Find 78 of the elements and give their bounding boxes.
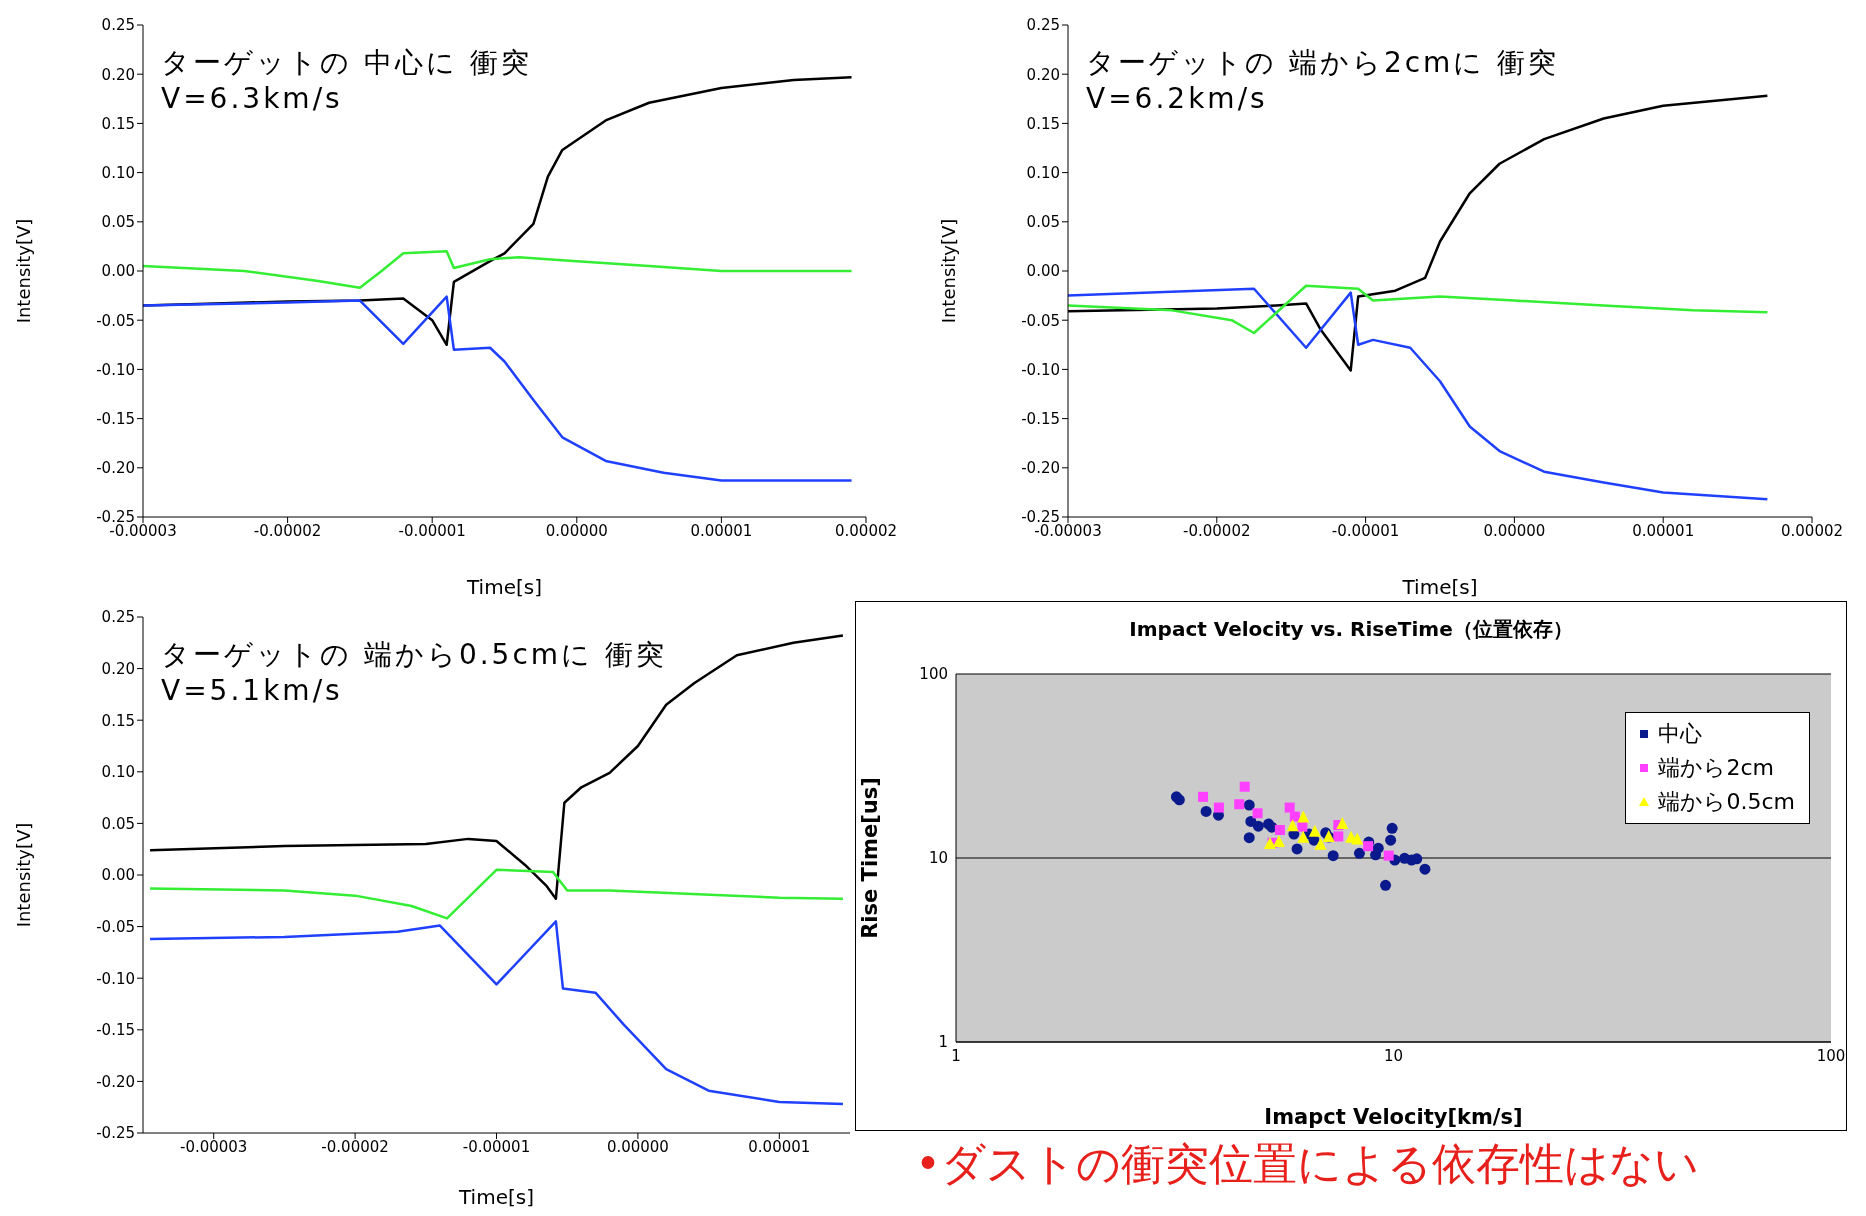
x-tick-label: 0.00002 — [1780, 521, 1844, 540]
x-tick-label: -0.00002 — [1183, 521, 1251, 540]
x-tick-label: 0.00001 — [1632, 521, 1695, 540]
y-tick-label: -0.05 — [1021, 311, 1060, 330]
y-tick-label: 0.15 — [101, 711, 135, 730]
x-axis-title: Time[s] — [1401, 575, 1478, 599]
y-tick-label: 0.10 — [1026, 163, 1060, 182]
y-tick-label: 0.20 — [101, 659, 135, 678]
y-tick-label: -0.05 — [96, 917, 135, 936]
annotation: V=5.1km/s — [161, 673, 344, 709]
y-tick-label: -0.10 — [96, 360, 135, 379]
y-axis-title: Rise Time[us] — [858, 777, 883, 939]
x-tick-label: -0.00001 — [398, 521, 466, 540]
x-axis-title: Time[s] — [458, 1185, 534, 1209]
chart-title: Impact Velocity vs. RiseTime（位置依存） — [1128, 616, 1574, 643]
y-tick-label: 0.05 — [101, 213, 135, 232]
y-tick-label: -0.15 — [96, 409, 135, 428]
x-tick-label: 0.00000 — [606, 1137, 669, 1156]
text: •ダストの衝突位置による依存性はない — [914, 1137, 1700, 1191]
annotation: V=6.3km/s — [161, 81, 344, 117]
x-tick-label: -0.00001 — [1331, 521, 1400, 540]
y-tick-label: 0.05 — [1026, 213, 1060, 232]
y-tick-label: 0.20 — [101, 65, 135, 84]
x-tick-label: 0.00000 — [1483, 521, 1546, 540]
x-tick-label: 0.00000 — [545, 521, 608, 540]
x-tick-label: -0.00003 — [179, 1137, 248, 1156]
y-tick-label: 0.00 — [101, 866, 135, 885]
line-series — [148, 868, 845, 920]
x-tick-label: 100 — [1816, 1046, 1846, 1065]
y-tick-label: 0.25 — [1026, 16, 1060, 35]
x-axis-title: Imapct Velocity[km/s] — [1264, 1105, 1523, 1129]
annotation: V=6.2km/s — [1086, 81, 1269, 117]
x-tick-label: -0.00002 — [321, 1137, 389, 1156]
y-tick-label: -0.10 — [96, 969, 135, 988]
annotation: ターゲットの 端から2cmに 衝突 — [1086, 45, 1560, 81]
line-series — [148, 920, 845, 1106]
y-tick-label: 0.25 — [101, 16, 135, 35]
x-tick-label: 0.00001 — [748, 1137, 811, 1156]
y-tick-label: -0.25 — [96, 1124, 135, 1143]
y-tick-label: -0.20 — [96, 1072, 135, 1091]
y-tick-label: 10 — [928, 849, 948, 868]
line-series — [148, 634, 845, 900]
y-tick-label: 0.15 — [101, 114, 135, 133]
y-tick-label: 0.25 — [101, 608, 135, 627]
legend-label: 端から0.5cm — [1658, 788, 1795, 816]
x-tick-label: 1 — [951, 1046, 961, 1065]
x-tick-label: 0.00001 — [690, 521, 753, 540]
y-tick-label: 1 — [938, 1033, 948, 1052]
y-tick-label: 0.00 — [101, 262, 135, 281]
y-axis-title: Intensity[V] — [13, 218, 35, 324]
y-tick-label: 0.10 — [101, 163, 135, 182]
line-series — [1068, 284, 1769, 335]
y-tick-label: 0.15 — [1026, 114, 1060, 133]
y-tick-label: 100 — [919, 665, 948, 684]
line-series — [1068, 287, 1769, 501]
y-tick-label: -0.05 — [96, 311, 135, 330]
x-tick-label: -0.00002 — [253, 521, 322, 540]
y-axis-title: Intensity[V] — [13, 822, 35, 928]
y-tick-label: -0.15 — [96, 1021, 135, 1040]
y-tick-label: -0.20 — [96, 459, 135, 478]
legend-label: 端から2cm — [1658, 754, 1775, 782]
y-tick-label: -0.10 — [1021, 360, 1060, 379]
x-axis-title: Time[s] — [466, 575, 542, 599]
y-tick-label: 0.05 — [101, 814, 135, 833]
y-tick-label: 0.00 — [1026, 262, 1060, 281]
x-tick-label: 10 — [1383, 1046, 1404, 1065]
x-tick-label: -0.00001 — [462, 1137, 531, 1156]
y-axis-title: Intensity[V] — [938, 218, 960, 324]
x-tick-label: 0.00002 — [834, 521, 898, 540]
y-tick-label: 0.10 — [101, 763, 135, 782]
y-tick-label: -0.20 — [1021, 459, 1060, 478]
y-tick-label: 0.20 — [1026, 65, 1060, 84]
annotation: ターゲットの 中心に 衝突 — [161, 45, 532, 81]
legend-label: 中心 — [1658, 720, 1703, 748]
line-series — [143, 295, 853, 482]
y-tick-label: -0.15 — [1021, 409, 1060, 428]
annotation: ターゲットの 端から0.5cmに 衝突 — [161, 637, 667, 673]
line-series — [143, 250, 853, 289]
